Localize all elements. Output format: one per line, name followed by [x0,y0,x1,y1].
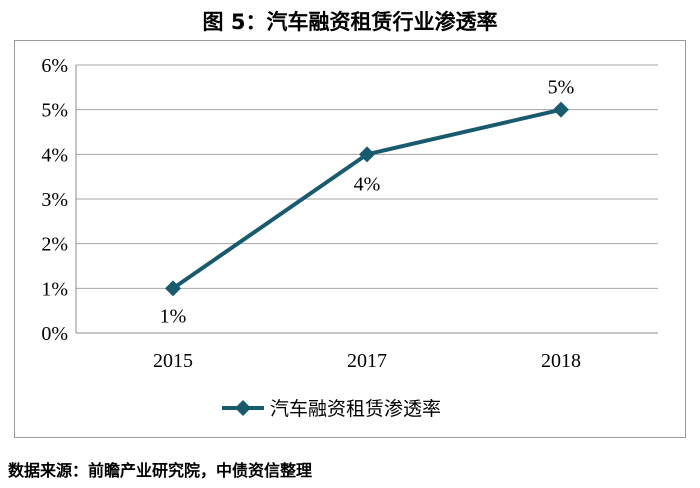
data-label: 5% [548,77,575,99]
legend-label: 汽车融资租赁渗透率 [270,398,441,420]
legend-marker-swatch [235,400,251,416]
y-tick-label: 5% [41,100,68,122]
y-tick-label: 4% [41,144,68,166]
data-point-marker [553,101,569,118]
x-tick-label: 2015 [153,350,193,372]
y-tick-label: 0% [41,323,68,345]
data-point-marker [165,280,181,297]
y-tick-label: 2% [41,234,68,256]
data-point-marker [359,146,375,163]
figure-title: 图 5：汽车融资租赁行业渗透率 [202,10,498,34]
chart-frame [14,40,686,438]
y-tick-label: 3% [41,189,68,211]
x-tick-label: 2018 [541,350,581,372]
x-tick-label: 2017 [347,350,387,372]
y-tick-label: 6% [41,55,68,77]
source-note: 数据来源：前瞻产业研究院，中债资信整理 [8,461,313,480]
data-label: 4% [354,173,381,195]
data-label: 1% [160,305,187,327]
y-tick-label: 1% [41,278,68,300]
